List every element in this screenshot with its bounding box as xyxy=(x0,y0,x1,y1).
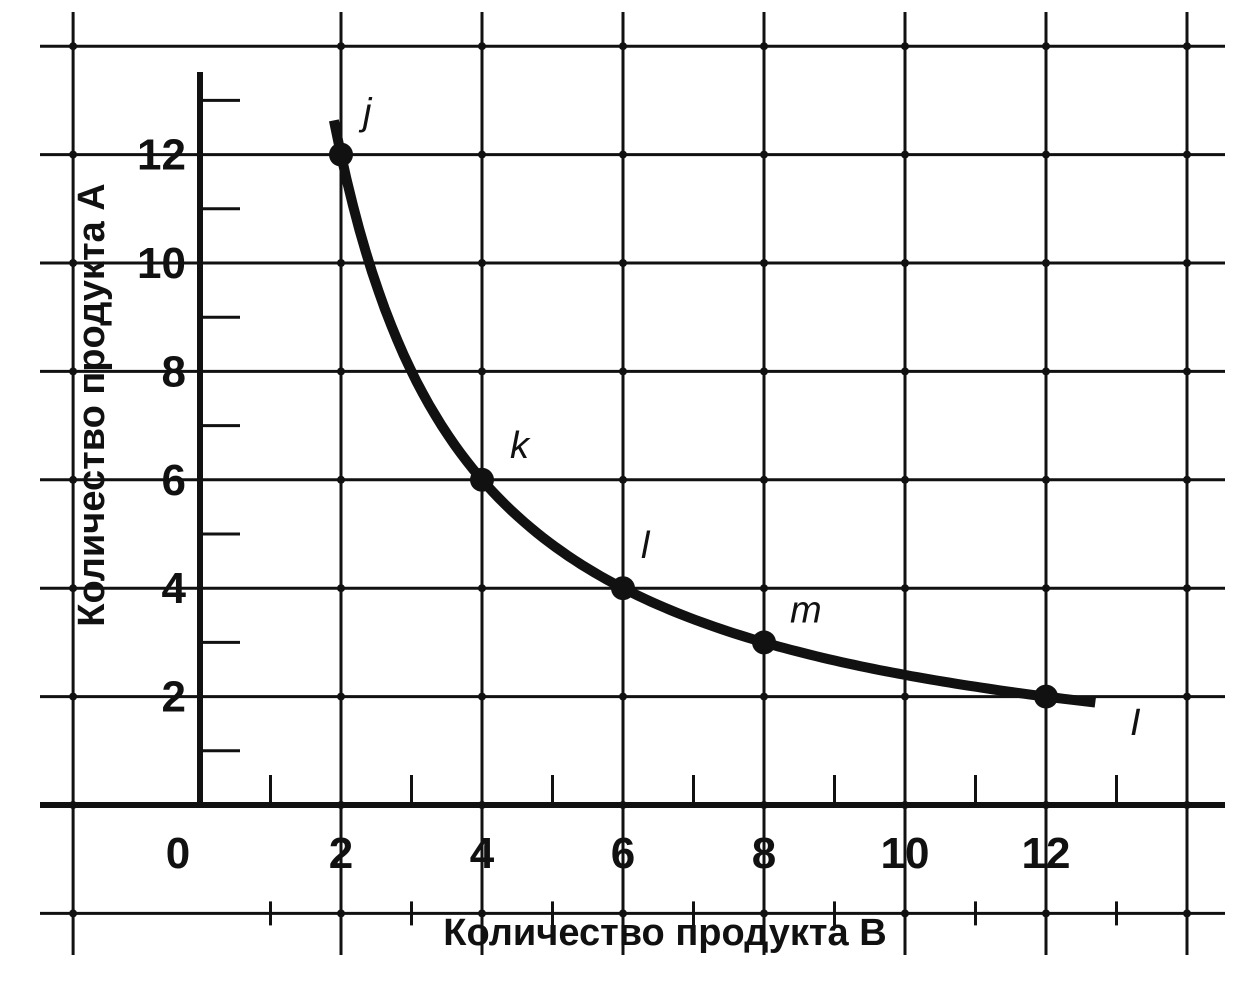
series xyxy=(329,119,1096,708)
grid-intersection-dot xyxy=(1042,584,1050,593)
point-marker xyxy=(329,142,353,167)
grid-intersection-dot xyxy=(901,909,909,918)
y-tick-label: 2 xyxy=(162,673,186,722)
grid-intersection-dot xyxy=(478,367,486,376)
y-axis-title: Количество продукта A xyxy=(71,183,113,626)
grid-intersection-dot xyxy=(478,42,486,51)
y-tick-label: 4 xyxy=(162,564,187,613)
grid-intersection-dot xyxy=(1042,475,1050,484)
grid-intersection-dot xyxy=(69,584,78,593)
point-marker xyxy=(752,630,776,655)
grid-intersection-dot xyxy=(337,475,345,484)
point-marker xyxy=(1034,684,1058,709)
grid-intersection-dot xyxy=(760,692,768,701)
grid-intersection-dot xyxy=(619,259,627,267)
grid-intersection-dot xyxy=(69,909,78,918)
grid-intersection-dot xyxy=(337,259,345,267)
y-tick-label: 8 xyxy=(162,347,186,396)
grid-intersection-dot xyxy=(1183,150,1191,159)
x-tick-label: 10 xyxy=(881,829,930,878)
grid-intersection-dot xyxy=(619,150,627,159)
grid-intersection-dot xyxy=(901,259,909,267)
grid-intersection-dot xyxy=(760,909,768,918)
grid-intersection-dot xyxy=(1183,42,1191,51)
point-marker xyxy=(470,467,494,492)
grid-intersection-dot xyxy=(69,367,78,376)
grid-intersection-dot xyxy=(478,692,486,701)
grid-intersection-dot xyxy=(619,42,627,51)
grid-intersection-dot xyxy=(337,42,345,51)
grid-intersection-dot xyxy=(901,475,909,484)
x-tick-label: 2 xyxy=(329,829,353,878)
grid-intersection-dot xyxy=(69,42,78,51)
grid-intersection-dot xyxy=(1183,367,1191,376)
x-axis-title: Количество продукта B xyxy=(443,912,886,954)
grid-intersection-dot xyxy=(619,909,627,918)
point-label-k: k xyxy=(510,425,531,467)
origin-label: 0 xyxy=(166,829,190,878)
grid-intersection-dot xyxy=(337,367,345,376)
grid-intersection-dot xyxy=(901,150,909,159)
labels: 0 Количество продукта B Количество проду… xyxy=(71,131,1141,954)
point-label-m: m xyxy=(790,589,822,631)
grid-intersection-dot xyxy=(619,367,627,376)
point-label-j: j xyxy=(358,92,373,134)
point-label-l: l xyxy=(641,525,651,567)
x-tick-label: 8 xyxy=(752,829,776,878)
point-marker xyxy=(611,576,635,601)
grid-intersection-dot xyxy=(760,42,768,51)
grid-intersection-dot xyxy=(760,150,768,159)
x-tick-label: 6 xyxy=(611,829,635,878)
y-tick-label: 10 xyxy=(137,239,186,288)
grid-intersection-dot xyxy=(337,584,345,593)
grid-intersection-dot xyxy=(69,475,78,484)
grid-intersection-dot xyxy=(478,259,486,267)
grid-intersection-dot xyxy=(1042,259,1050,267)
grid-intersection-dot xyxy=(760,367,768,376)
grid-intersection-dot xyxy=(478,150,486,159)
grid-intersection-dot xyxy=(1042,150,1050,159)
grid-intersection-dot xyxy=(1183,584,1191,593)
grid-intersection-dot xyxy=(337,909,345,918)
y-tick-label: 12 xyxy=(137,131,186,180)
grid-intersection-dot xyxy=(1183,259,1191,267)
grid-intersection-dot xyxy=(69,692,78,701)
x-tick-label: 4 xyxy=(470,829,495,878)
grid-intersection-dot xyxy=(1042,909,1050,918)
x-tick-label: 12 xyxy=(1022,829,1071,878)
grid-intersection-dot xyxy=(1183,909,1191,918)
grid xyxy=(40,12,1225,955)
grid-intersection-dot xyxy=(901,42,909,51)
grid-intersection-dot xyxy=(1183,692,1191,701)
grid-intersection-dot xyxy=(1042,367,1050,376)
y-tick-label: 6 xyxy=(162,456,186,505)
axes xyxy=(40,72,1225,926)
grid-intersection-dot xyxy=(69,259,78,267)
grid-intersection-dot xyxy=(760,584,768,593)
grid-intersection-dot xyxy=(478,584,486,593)
grid-intersection-dot xyxy=(901,692,909,701)
grid-intersection-dot xyxy=(760,475,768,484)
curve-label: I xyxy=(1130,702,1141,744)
points: j k l m xyxy=(329,92,1058,709)
grid-intersection-dot xyxy=(619,475,627,484)
indifference-curve xyxy=(329,119,1096,708)
grid-intersection-dot xyxy=(69,150,78,159)
grid-intersection-dot xyxy=(1183,475,1191,484)
grid-intersection-dot xyxy=(901,584,909,593)
grid-intersection-dot xyxy=(619,692,627,701)
grid-intersection-dot xyxy=(1042,42,1050,51)
grid-intersection-dot xyxy=(901,367,909,376)
grid-intersection-dot xyxy=(337,692,345,701)
grid-intersection-dot xyxy=(760,259,768,267)
grid-intersection-dot xyxy=(478,909,486,918)
